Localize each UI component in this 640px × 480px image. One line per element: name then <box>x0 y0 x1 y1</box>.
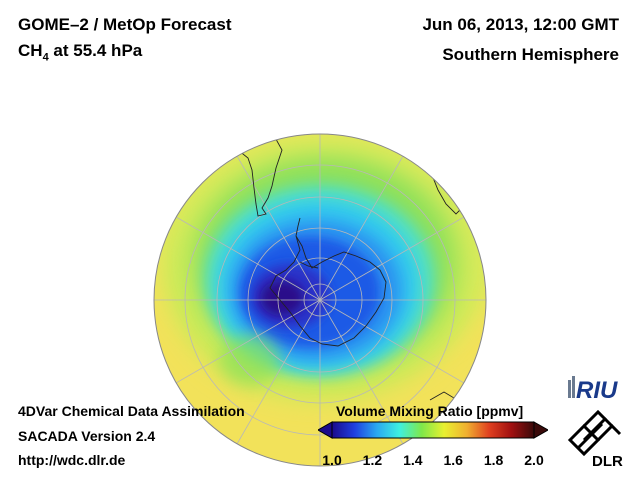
colorbar-tick-label: 1.0 <box>322 452 342 468</box>
svg-text:RIU: RIU <box>576 377 618 404</box>
colorbar-left-arrow <box>318 421 333 439</box>
forecast-datetime: Jun 06, 2013, 12:00 GMT <box>422 15 619 34</box>
colorbar-tick-label: 1.2 <box>362 452 383 468</box>
colorbar-tick-label: 2.0 <box>524 452 544 468</box>
species-pressure: at 55.4 hPa <box>48 41 143 60</box>
colorbar-title: Volume Mixing Ratio [ppmv] <box>336 403 524 419</box>
colorbar-right-arrow <box>533 421 548 439</box>
species-subscript: 4 <box>42 51 49 64</box>
dlr-logo: DLR <box>567 410 623 470</box>
page-title: GOME–2 / MetOp Forecast <box>18 15 232 34</box>
riu-logo: RIU <box>568 376 618 404</box>
colorbar <box>318 421 548 439</box>
species-main: CH <box>18 41 43 60</box>
svg-text:DLR: DLR <box>592 453 623 470</box>
colorbar-gradient <box>331 421 535 439</box>
graticule <box>154 134 486 466</box>
footer-version: SACADA Version 2.4 <box>18 428 156 444</box>
hemisphere-label: Southern Hemisphere <box>442 45 619 64</box>
colorbar-tick-label: 1.6 <box>443 452 463 468</box>
footer-method: 4DVar Chemical Data Assimilation <box>18 403 245 419</box>
footer-url: http://wdc.dlr.de <box>18 452 126 468</box>
colorbar-tick-label: 1.4 <box>403 452 423 468</box>
species-label: CH4 at 55.4 hPa <box>18 41 142 63</box>
colorbar-tick-label: 1.8 <box>483 452 504 468</box>
